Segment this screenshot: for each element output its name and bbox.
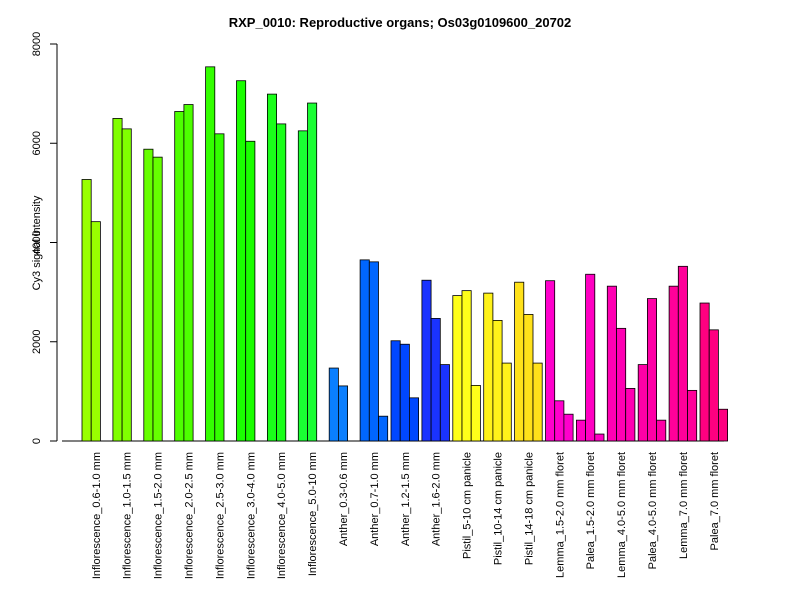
- bars: [81, 66, 729, 442]
- y-tick-label: 4000: [31, 230, 43, 254]
- bar: [421, 279, 432, 442]
- bar: [616, 327, 627, 442]
- bar: [554, 400, 565, 442]
- bar: [483, 292, 494, 442]
- x-category-label: Lemma_4.0-5.0 mm floret: [616, 452, 628, 578]
- bar: [390, 340, 401, 442]
- bar: [668, 285, 679, 442]
- bar: [656, 419, 667, 442]
- bar: [501, 362, 512, 442]
- y-axis-label: Cy3 signal intensity: [31, 195, 43, 290]
- x-category-label: Inflorescence_4.0-5.0 mm: [276, 452, 288, 579]
- bar: [576, 419, 587, 442]
- bar: [708, 329, 719, 442]
- bar: [174, 111, 185, 442]
- y-tick-label: 2000: [31, 330, 43, 354]
- bar: [523, 314, 534, 442]
- y-tick-label: 8000: [31, 32, 43, 56]
- bar: [266, 93, 277, 442]
- bar: [112, 118, 123, 442]
- x-category-label: Lemma_1.5-2.0 mm floret: [554, 452, 566, 578]
- bar: [143, 148, 154, 442]
- bar: [687, 389, 698, 442]
- x-category-label: Inflorescence_0.6-1.0 mm: [91, 452, 103, 579]
- bar: [461, 290, 472, 442]
- bar: [297, 130, 308, 442]
- x-category-label: Pistil_10-14 cm panicle: [493, 452, 505, 565]
- bar: [430, 318, 441, 442]
- bar: [637, 364, 648, 442]
- x-category-label: Anther_1.6-2.0 mm: [431, 452, 443, 546]
- x-category-label: Inflorescence_1.0-1.5 mm: [122, 452, 134, 579]
- bar: [214, 133, 225, 442]
- x-category-label: Inflorescence_3.0-4.0 mm: [245, 452, 257, 579]
- bar: [152, 156, 163, 442]
- bar: [121, 128, 132, 442]
- x-category-label: Palea_1.5-2.0 mm floret: [585, 452, 597, 569]
- chart-title: RXP_0010: Reproductive organs; Os03g0109…: [229, 15, 572, 30]
- x-category-label: Lemma_7.0 mm floret: [678, 452, 690, 559]
- bar: [245, 140, 256, 442]
- bar: [368, 261, 379, 442]
- bar: [328, 367, 339, 442]
- bar: [532, 362, 543, 442]
- bar: [378, 415, 389, 442]
- x-category-label: Pistil_14-18 cm panicle: [523, 452, 535, 565]
- bar: [81, 179, 92, 442]
- category-labels: Inflorescence_0.6-1.0 mm Inflorescence_1.…: [91, 452, 721, 579]
- y-tick-label: 0: [31, 438, 43, 444]
- bar: [514, 281, 525, 442]
- bar: [625, 387, 636, 442]
- bar: [452, 295, 463, 442]
- x-category-label: Pistil_5-10 cm panicle: [462, 452, 474, 559]
- bar: [183, 104, 194, 442]
- x-category-label: Palea_4.0-5.0 mm floret: [647, 452, 659, 569]
- bar: [606, 285, 617, 442]
- bar: [594, 433, 605, 442]
- bar: [408, 397, 419, 442]
- bar: [545, 280, 556, 442]
- bar: [585, 273, 596, 442]
- x-category-label: Inflorescence_5.0-10 mm: [307, 452, 319, 576]
- y-tick-label: 6000: [31, 131, 43, 155]
- x-category-label: Anther_0.3-0.6 mm: [338, 452, 350, 546]
- bar: [337, 385, 348, 442]
- bar: [205, 66, 216, 442]
- x-category-label: Anther_1.2-1.5 mm: [400, 452, 412, 546]
- bar: [276, 123, 287, 442]
- bar: [647, 298, 658, 442]
- bar: [399, 343, 410, 442]
- bar: [718, 408, 729, 442]
- x-category-label: Anther_0.7-1.0 mm: [369, 452, 381, 546]
- bar: [236, 80, 247, 442]
- x-category-label: Inflorescence_1.5-2.0 mm: [153, 452, 165, 579]
- bar: [492, 320, 503, 442]
- bar: [439, 364, 450, 442]
- x-category-label: Inflorescence_2.5-3.0 mm: [214, 452, 226, 579]
- x-category-label: Palea_7.0 mm floret: [709, 452, 721, 550]
- bar: [563, 413, 574, 442]
- bar: [90, 221, 101, 442]
- x-category-label: Inflorescence_2.0-2.5 mm: [184, 452, 196, 579]
- bar: [699, 302, 710, 442]
- bar: [470, 385, 481, 442]
- bar: [677, 265, 688, 442]
- bar: [307, 102, 318, 442]
- bar: [359, 259, 370, 442]
